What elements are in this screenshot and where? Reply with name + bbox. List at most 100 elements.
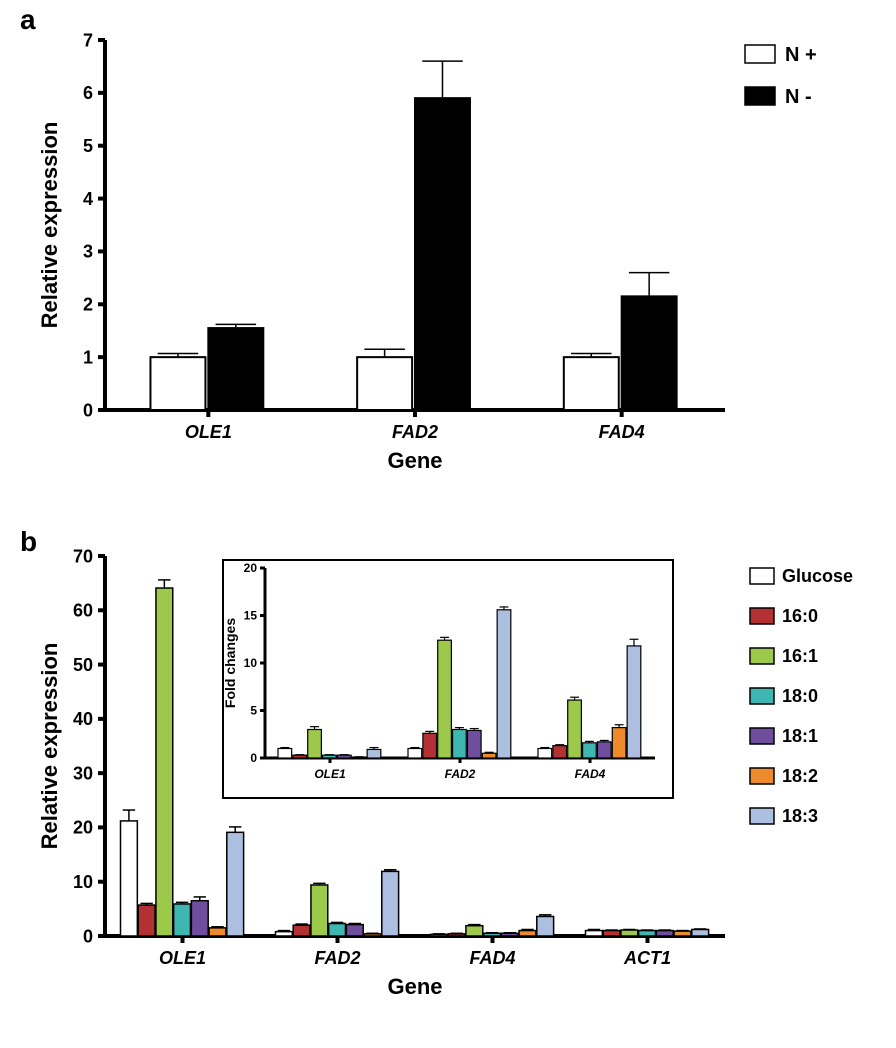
bar xyxy=(674,931,691,936)
bar xyxy=(519,931,536,936)
bar xyxy=(553,746,567,758)
bar xyxy=(466,926,483,936)
bar xyxy=(656,931,673,936)
bar xyxy=(612,728,626,758)
bar xyxy=(121,821,138,936)
ytick-label: 6 xyxy=(83,83,93,103)
ytick-label: 70 xyxy=(73,546,93,566)
category-label: FAD4 xyxy=(575,767,606,781)
bar xyxy=(639,931,656,936)
bar xyxy=(293,925,310,936)
bar xyxy=(150,357,205,410)
bar xyxy=(484,933,501,936)
x-axis-label: Gene xyxy=(387,448,442,473)
legend-swatch xyxy=(745,87,775,105)
ytick-label: 20 xyxy=(73,818,93,838)
bar xyxy=(501,933,518,936)
y-axis-label: Relative expression xyxy=(37,122,62,329)
legend-label: N + xyxy=(785,44,817,66)
bar xyxy=(692,929,709,936)
category-label: OLE1 xyxy=(185,422,232,442)
legend-swatch xyxy=(750,648,774,664)
ytick-label: 5 xyxy=(83,136,93,156)
bar xyxy=(382,871,399,936)
bar xyxy=(337,755,351,758)
bar xyxy=(364,934,381,936)
bar xyxy=(627,646,641,758)
legend-label: 16:0 xyxy=(782,606,818,626)
bar xyxy=(278,749,292,759)
legend-swatch xyxy=(750,688,774,704)
category-label: OLE1 xyxy=(314,767,346,781)
bar xyxy=(156,588,173,936)
panel-a-chart: 01234567Relative expressionOLE1FAD2FAD4G… xyxy=(10,0,886,520)
bar xyxy=(311,885,328,936)
legend-label: N - xyxy=(785,86,812,108)
bar xyxy=(537,916,554,936)
inset-y-label: Fold changes xyxy=(222,618,238,708)
bar xyxy=(586,931,603,936)
bar xyxy=(357,357,412,410)
bar xyxy=(423,733,437,758)
bar xyxy=(448,934,465,936)
bar xyxy=(431,934,448,936)
bar xyxy=(438,640,452,758)
legend-label: 18:1 xyxy=(782,726,818,746)
legend-swatch xyxy=(750,728,774,744)
ytick-label: 7 xyxy=(83,30,93,50)
bar xyxy=(209,928,226,936)
bar xyxy=(583,743,597,758)
ytick-label: 4 xyxy=(83,189,93,209)
bar xyxy=(603,931,620,936)
ytick-label: 10 xyxy=(244,656,258,670)
ytick-label: 0 xyxy=(83,926,93,946)
bar xyxy=(227,832,244,936)
x-axis-label: Gene xyxy=(387,974,442,999)
ytick-label: 40 xyxy=(73,709,93,729)
legend-swatch xyxy=(745,45,775,63)
bar xyxy=(191,901,208,936)
bar xyxy=(453,730,467,759)
bar xyxy=(568,700,582,758)
ytick-label: 50 xyxy=(73,655,93,675)
ytick-label: 30 xyxy=(73,763,93,783)
bar xyxy=(346,925,363,936)
legend-label: 18:3 xyxy=(782,806,818,826)
category-label: ACT1 xyxy=(623,948,671,968)
bar xyxy=(276,932,293,936)
ytick-label: 5 xyxy=(250,704,257,718)
bar xyxy=(208,328,263,410)
bar xyxy=(597,742,611,758)
legend-swatch xyxy=(750,808,774,824)
bar xyxy=(467,730,481,758)
bar xyxy=(293,755,307,758)
bar xyxy=(329,924,346,936)
ytick-label: 20 xyxy=(244,561,258,575)
bar xyxy=(497,610,511,758)
bar xyxy=(408,749,422,759)
bar xyxy=(622,296,677,410)
y-axis-label: Relative expression xyxy=(37,643,62,850)
bar xyxy=(621,930,638,936)
bar xyxy=(482,753,496,758)
legend-label: 16:1 xyxy=(782,646,818,666)
category-label: FAD2 xyxy=(392,422,438,442)
bar xyxy=(174,904,191,936)
bar xyxy=(308,730,322,759)
category-label: FAD4 xyxy=(599,422,645,442)
bar xyxy=(367,749,381,758)
bar xyxy=(538,749,552,759)
category-label: FAD2 xyxy=(314,948,360,968)
bar xyxy=(323,755,337,758)
ytick-label: 60 xyxy=(73,601,93,621)
ytick-label: 0 xyxy=(83,400,93,420)
ytick-label: 3 xyxy=(83,242,93,262)
bar xyxy=(415,98,470,410)
legend-swatch xyxy=(750,568,774,584)
legend-swatch xyxy=(750,768,774,784)
bar xyxy=(138,905,155,936)
ytick-label: 15 xyxy=(244,609,258,623)
ytick-label: 0 xyxy=(250,751,257,765)
legend-swatch xyxy=(750,608,774,624)
ytick-label: 10 xyxy=(73,872,93,892)
